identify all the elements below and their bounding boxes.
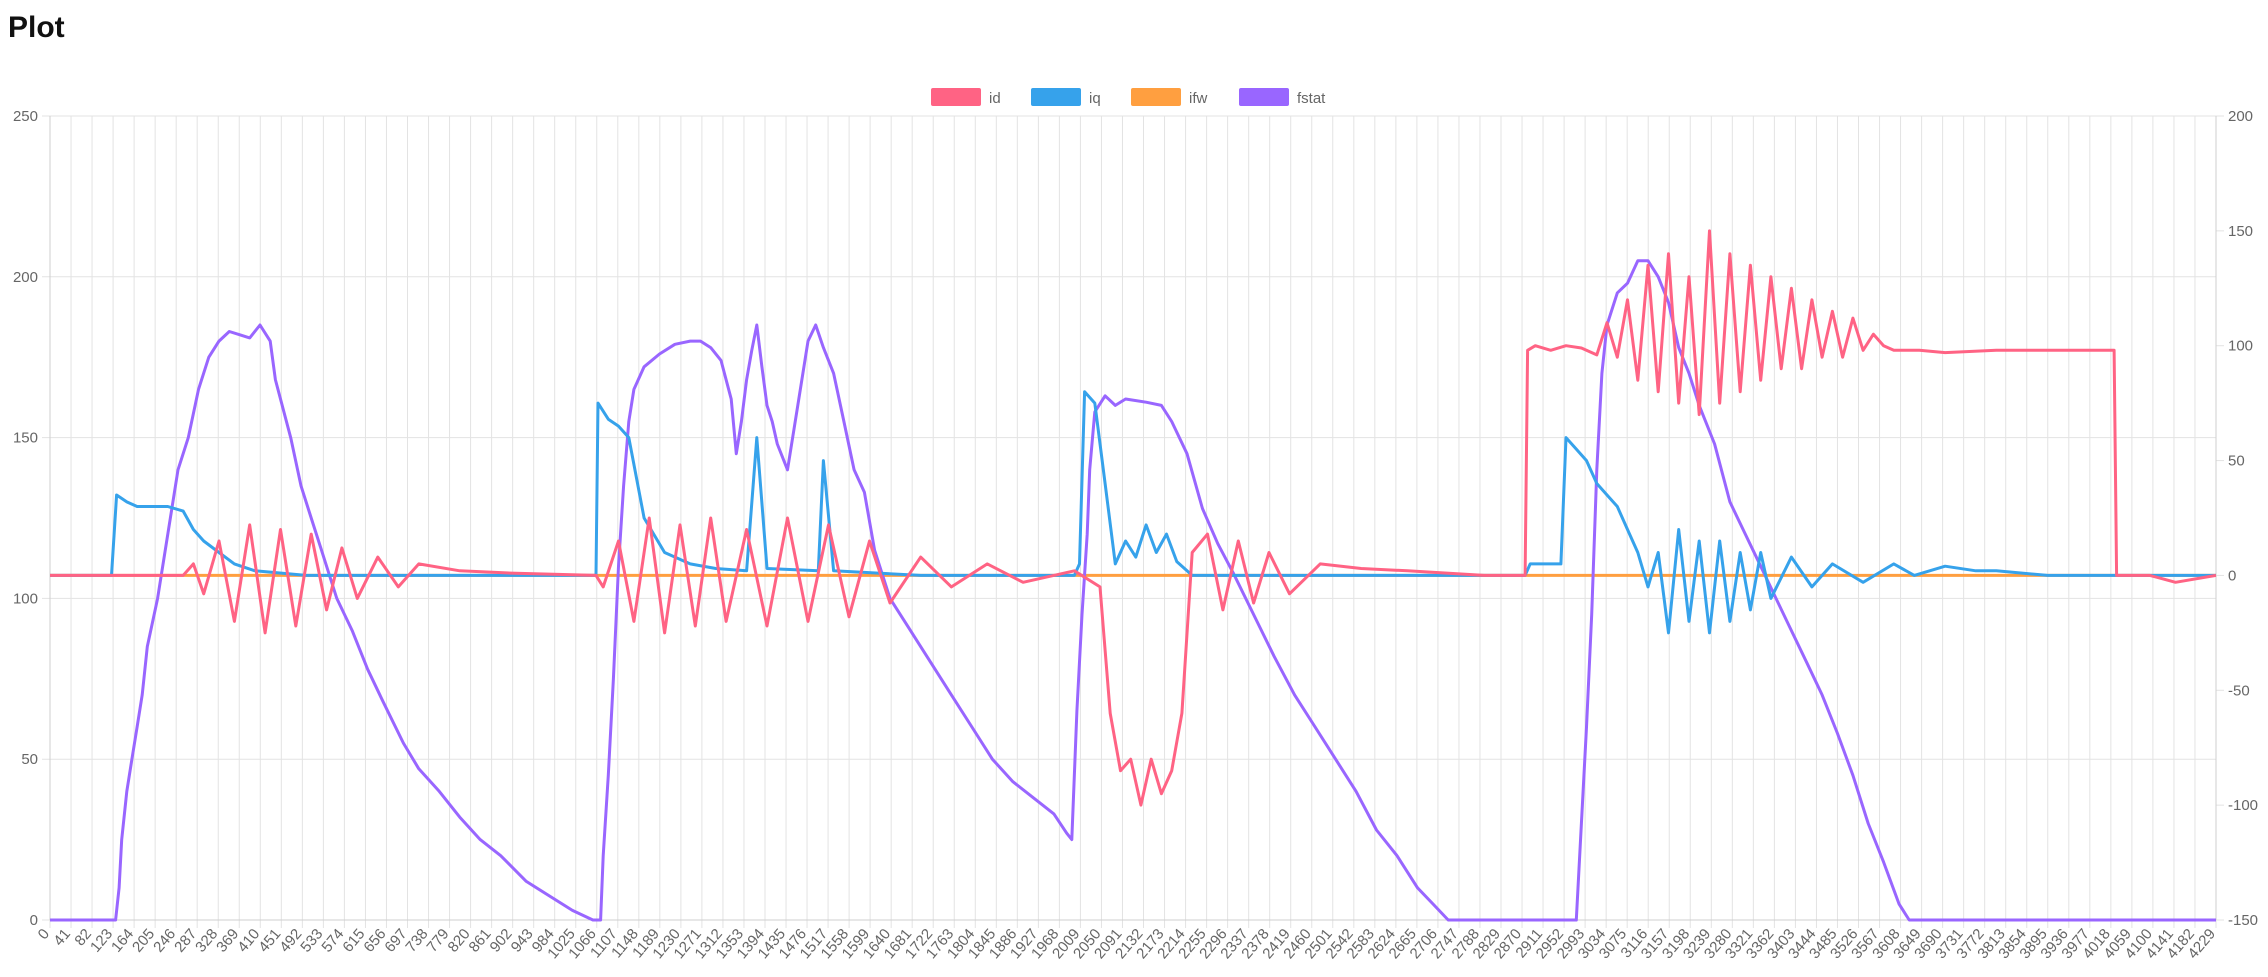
legend-label-ifw: ifw	[1189, 90, 1208, 107]
y-left-tick-label: 100	[13, 590, 38, 607]
y-right-tick-label: 0	[2228, 567, 2236, 584]
y-right-tick-label: -100	[2228, 797, 2258, 814]
page-title: Plot	[8, 11, 65, 44]
y-left-tick-label: 250	[13, 108, 38, 125]
legend-swatch-id	[931, 88, 981, 106]
y-right-tick-label: 150	[2228, 223, 2253, 240]
legend-swatch-fstat	[1239, 88, 1289, 106]
y-left-tick-label: 50	[21, 751, 38, 768]
legend-swatch-iq	[1031, 88, 1081, 106]
series-line-iq	[50, 390, 2216, 635]
grid-layer	[42, 115, 2224, 928]
legend[interactable]: id iq ifw fstat	[931, 88, 1326, 107]
y-left-tick-label: 0	[30, 912, 38, 929]
y-left-tick-label: 200	[13, 269, 38, 286]
y-right-tick-label: -150	[2228, 912, 2258, 929]
legend-label-iq: iq	[1089, 90, 1101, 107]
series-line-id	[50, 229, 2217, 807]
x-tick-label: 41	[50, 926, 74, 950]
y-right-tick-label: 100	[2228, 338, 2253, 355]
y-right-tick-label: -50	[2228, 682, 2250, 699]
legend-swatch-ifw	[1131, 88, 1181, 106]
series-line-fstat	[50, 259, 2216, 922]
y-left-tick-label: 150	[13, 430, 38, 447]
y-right-tick-label: 50	[2228, 453, 2245, 470]
legend-label-fstat: fstat	[1297, 90, 1326, 107]
y-right-tick-label: 200	[2228, 108, 2253, 125]
legend-label-id: id	[989, 90, 1001, 107]
series-layer	[50, 229, 2217, 922]
